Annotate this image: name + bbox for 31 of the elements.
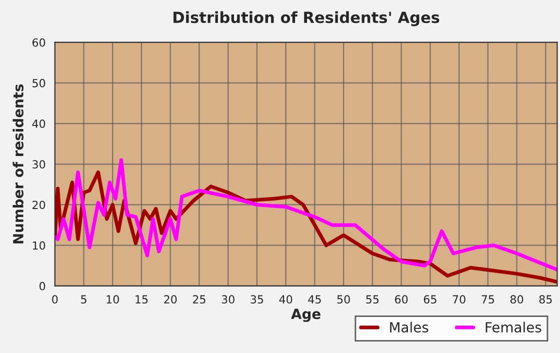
x-tick-label: 70 <box>452 295 466 304</box>
y-axis-title: Number of residents <box>12 84 24 244</box>
x-tick-label: 85 <box>539 295 552 304</box>
y-tick-label: 20 <box>32 200 46 210</box>
x-tick-label: 75 <box>482 295 494 304</box>
x-tick-label: 45 <box>308 295 321 304</box>
x-tick-label: 55 <box>366 295 379 304</box>
x-tick-label: 35 <box>250 295 264 304</box>
x-tick-label: 40 <box>279 295 292 304</box>
x-tick-label: 80 <box>510 295 524 304</box>
legend-label: Males <box>390 322 428 333</box>
x-tick-label: 5 <box>81 295 86 304</box>
x-tick-label: 15 <box>136 295 148 304</box>
x-tick-label: 0 <box>52 295 58 304</box>
x-tick-label: 50 <box>337 295 350 304</box>
x-tick-label: 65 <box>424 295 436 304</box>
x-tick-label: 20 <box>164 295 177 304</box>
line-series <box>54 158 558 272</box>
x-tick-label: 10 <box>106 295 119 304</box>
legend-label: Females <box>486 322 542 333</box>
y-tick-label: 60 <box>32 38 46 47</box>
x-tick-label: 25 <box>192 295 206 304</box>
x-tick-label: 60 <box>395 295 408 304</box>
y-tick-label: 30 <box>32 160 46 169</box>
x-tick-label: 30 <box>222 295 234 304</box>
chart-title: Distribution of Residents' Ages <box>174 11 440 26</box>
y-tick-label: 50 <box>32 78 46 88</box>
y-tick-label: 0 <box>40 282 46 290</box>
x-axis-title: Age <box>291 308 320 322</box>
y-tick-label: 40 <box>32 120 46 128</box>
y-tick-label: 10 <box>32 241 46 250</box>
